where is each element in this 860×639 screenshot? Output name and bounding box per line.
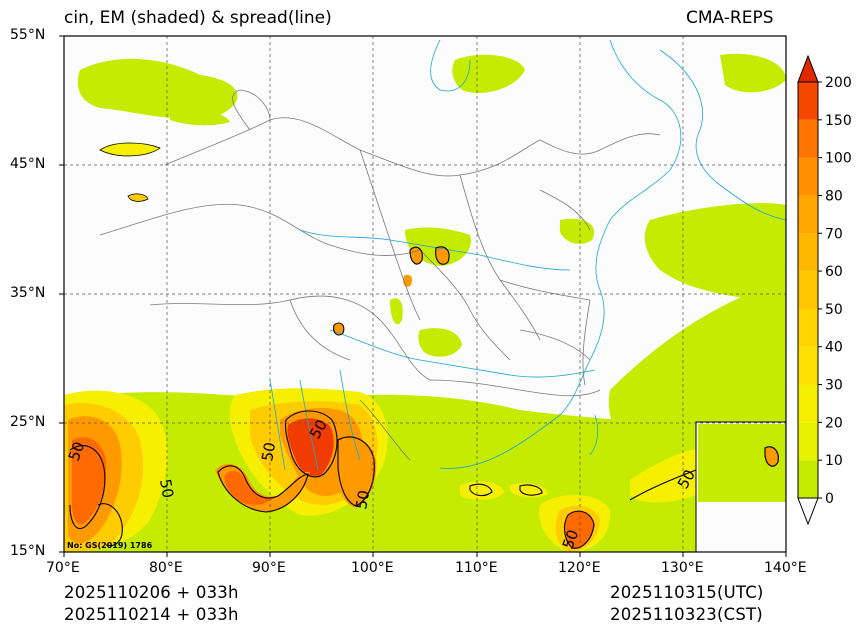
lon-label: 110°E xyxy=(455,560,498,576)
lat-label: 35°N xyxy=(10,285,46,301)
cin-patch-small xyxy=(127,193,149,202)
colorbar-label: 30 xyxy=(825,378,843,394)
lat-label: 15°N xyxy=(10,543,46,559)
map-title: cin, EM (shaded) & spread(line) xyxy=(64,8,332,28)
cin-shading-light xyxy=(64,53,786,552)
lon-label: 90°E xyxy=(252,560,286,576)
colorbar-label: 100 xyxy=(825,151,852,167)
lat-label: 55°N xyxy=(10,27,46,43)
valid-time-utc: 2025110315(UTC) xyxy=(610,583,764,602)
lat-label: 45°N xyxy=(10,156,46,172)
contour-label: 50 xyxy=(156,478,177,500)
map-approval-note: No: GS(2019) 1786 xyxy=(67,541,153,550)
model-name: CMA-REPS xyxy=(686,8,774,28)
colorbar-segment xyxy=(798,271,818,309)
colorbar-segment xyxy=(798,384,818,423)
init-time-utc: 2025110206 + 033h xyxy=(64,583,239,602)
contour-label: 50 xyxy=(65,439,88,463)
province-borders xyxy=(99,89,661,461)
colorbar-label: 40 xyxy=(825,340,843,356)
colorbar-label: 60 xyxy=(825,264,843,280)
contour-label: 50 xyxy=(258,441,279,463)
lat-label: 25°N xyxy=(10,414,46,430)
colorbar-segment xyxy=(798,422,818,461)
lon-label: 130°E xyxy=(661,560,704,576)
cin-patch-north xyxy=(99,142,161,157)
colorbar-segment xyxy=(798,346,818,385)
colorbar-segment xyxy=(798,195,818,234)
colorbar-label: 80 xyxy=(825,188,843,204)
lon-label: 140°E xyxy=(764,560,807,576)
colorbar-label: 70 xyxy=(825,226,843,242)
spread-contours xyxy=(69,246,779,549)
rivers-coastline xyxy=(269,39,786,471)
colorbar-segment xyxy=(798,233,818,272)
map-gridlines xyxy=(64,36,786,552)
colorbar-segment xyxy=(798,82,818,120)
colorbar-label: 10 xyxy=(825,453,843,469)
lon-label: 100°E xyxy=(351,560,394,576)
colorbar-label: 20 xyxy=(825,415,843,431)
cin-shading-orange xyxy=(68,246,594,549)
lon-label: 80°E xyxy=(149,560,183,576)
colorbar-outline xyxy=(797,81,819,499)
colorbar-label: 50 xyxy=(825,302,843,318)
inset-shading xyxy=(698,424,786,502)
valid-time-cst: 2025110323(CST) xyxy=(610,605,763,624)
contour-label: 50 xyxy=(352,489,373,511)
colorbar-segment xyxy=(798,460,818,498)
init-time-cst: 2025110214 + 033h xyxy=(64,605,239,624)
lon-label: 70°E xyxy=(46,560,80,576)
colorbar-label: 0 xyxy=(825,491,834,507)
colorbar-segment xyxy=(798,119,818,158)
contour-label: 50 xyxy=(559,527,582,551)
colorbar-segment xyxy=(798,308,818,347)
lon-label: 120°E xyxy=(558,560,601,576)
colorbar-extend-low xyxy=(797,497,819,526)
colorbar: 0 10 20 30 40 50 60 70 80 100 150 200 xyxy=(797,54,852,526)
axis-ticks xyxy=(59,35,787,557)
colorbar-extend-high xyxy=(797,54,819,83)
colorbar-segment xyxy=(798,157,818,196)
colorbar-label: 150 xyxy=(825,113,852,129)
colorbar-label: 200 xyxy=(825,75,852,91)
